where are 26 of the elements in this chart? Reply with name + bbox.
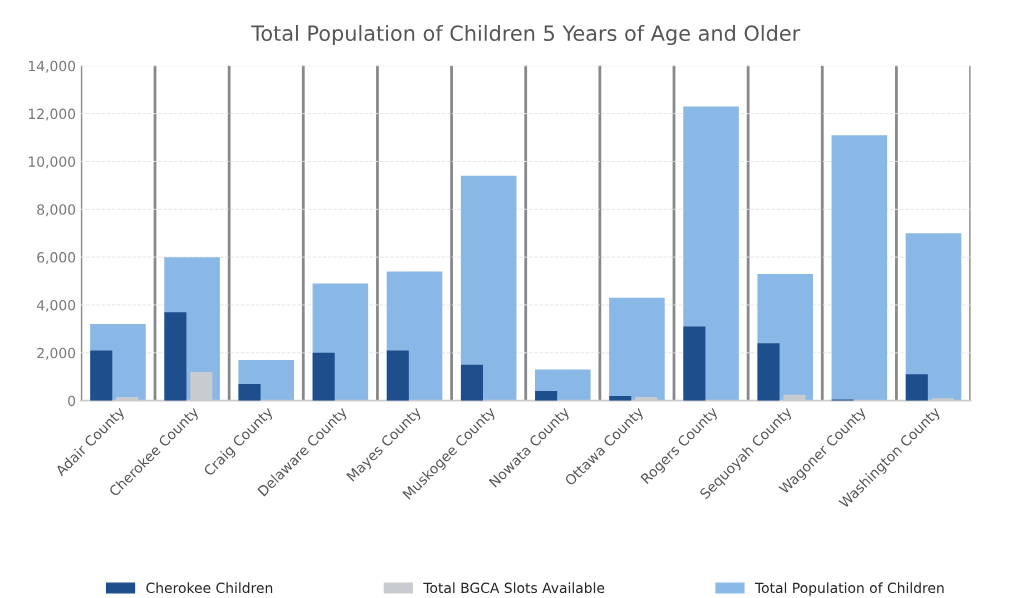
y-tick-label: 6,000 [37, 252, 76, 265]
bar [460, 175, 517, 401]
bar [312, 352, 335, 401]
bar [535, 391, 558, 401]
chart-title: Total Population of Children 5 Years of Age and Older [251, 24, 801, 46]
bar [386, 350, 409, 401]
bar [90, 350, 113, 401]
bar [905, 374, 928, 401]
y-tick-label: 12,000 [28, 108, 76, 121]
bar [831, 135, 888, 401]
y-tick-label: 14,000 [28, 60, 76, 73]
bar [683, 326, 706, 401]
y-tick-label: 0 [68, 395, 76, 407]
legend-label: Total BGCA Slots Available [423, 582, 605, 594]
bar [164, 312, 187, 401]
y-tick-label: 10,000 [28, 156, 76, 169]
legend-label: Total Population of Children [754, 582, 944, 596]
bar [905, 233, 962, 401]
y-tick-label: 2,000 [37, 347, 76, 360]
bar [238, 383, 261, 401]
y-tick-label: 8,000 [37, 204, 76, 217]
bar [757, 343, 780, 401]
bar [460, 364, 483, 401]
legend-label: Cherokee Children [146, 582, 273, 594]
bar [609, 297, 665, 401]
y-tick-label: 4,000 [36, 299, 76, 312]
